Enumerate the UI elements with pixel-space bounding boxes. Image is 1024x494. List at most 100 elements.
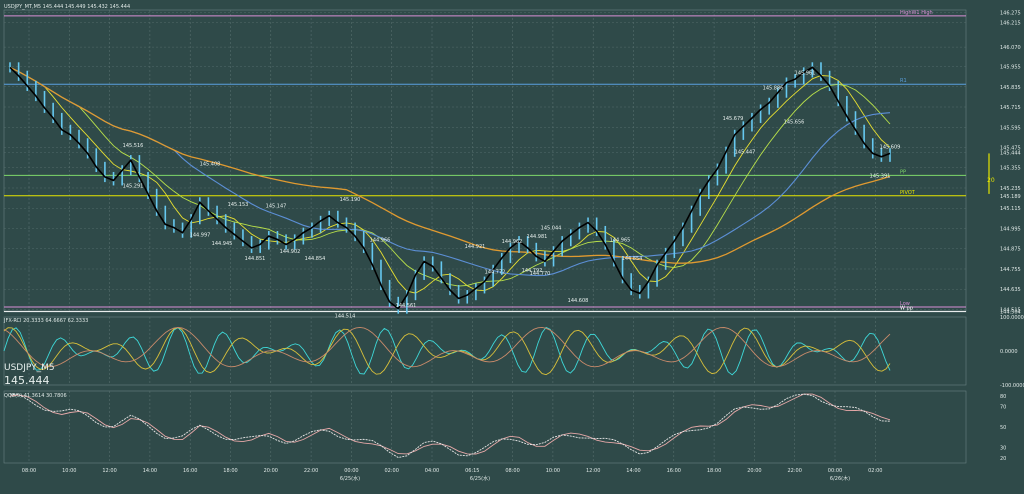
qqe-axis-tick: 70 [1000,404,1006,410]
time-axis-tick: 02:00 [868,468,882,474]
price-annotation: 145.190 [340,197,361,203]
time-axis-tick: 20:00 [747,468,761,474]
price-level-label: W pp [900,305,913,311]
price-axis-tick: 145.835 [1000,85,1021,91]
time-axis-tick: 12:00 [586,468,600,474]
price-annotation: 144.608 [568,298,589,304]
price-axis-tick: 144.875 [1000,247,1021,253]
price-level-label: R1 [900,78,907,84]
time-axis-tick: 16:00 [183,468,197,474]
price-annotation: 144.981 [527,234,548,240]
time-axis-tick: 08:00 [22,468,36,474]
price-axis-tick: 146.215 [1000,21,1021,27]
time-axis-tick: 22:00 [304,468,318,474]
price-annotation: 145.044 [541,226,562,232]
price-axis-tick: 144.995 [1000,226,1021,232]
price-close-line [9,66,891,310]
price-axis-tick: 144.504 [1000,309,1021,315]
qqe-axis-tick: 30 [1000,446,1006,452]
rci-axis-tick: -100.0000 [1000,383,1024,389]
price-axis-tick: 145.355 [1000,166,1021,172]
price-annotation: 144.851 [245,256,266,262]
price-level-label: PIVOT [900,190,916,196]
price-axis-tick: 145.715 [1000,105,1021,111]
price-annotation: 144.854 [305,256,326,262]
price-annotation: 144.965 [610,237,631,243]
time-axis-tick: 10:00 [546,468,560,474]
main-chart-header: USDJPY_MT,M5 145.444 145.449 145.432 145… [4,4,130,10]
price-annotation: 145.961 [795,70,816,76]
price-annotation: 144.902 [280,249,301,255]
price-axis-tick: 144.755 [1000,267,1021,273]
time-axis-tick: 04:00 [425,468,439,474]
price-annotation: 144.921 [465,244,486,250]
time-axis-tick: 14:00 [626,468,640,474]
rci-line [3,326,891,376]
price-level-label: Low [900,301,910,307]
price-annotation: 144.945 [212,241,233,247]
qqe-axis-tick: 50 [1000,425,1006,431]
price-annotation: 144.962 [502,239,523,245]
rci-panel: 100.0000 0.0000 -100.0000 [3,315,1024,389]
time-axis-tick: 12:00 [102,468,116,474]
time-axis-tick: 00:00 [344,468,358,474]
price-axis-layer: 146.275 146.215 146.070 145.955 145.835 145.7… [988,11,1021,315]
qqe-header: QQE(5) 41.3614 30.7806 [4,393,67,399]
date-axis-label: 6/26(木) [830,475,850,482]
price-annotation: 145.447 [735,150,756,156]
price-annotation: 145.153 [228,202,249,208]
price-annotation: 144.792 [522,268,543,274]
price-annotation: 144.854 [622,256,643,262]
price-axis-tick: 145.595 [1000,125,1021,131]
price-annotation: 144.561 [396,303,417,309]
price-annotation: 145.391 [870,173,891,179]
price-annotation: 145.516 [123,143,144,149]
time-axis-tick: 10:00 [62,468,76,474]
time-axis-tick: 14:00 [143,468,157,474]
date-axis-label: 6/25(水) [340,475,360,482]
qqe-axis-tick: 80 [1000,394,1006,400]
price-annotation: 145.656 [784,119,805,125]
price-annotation: 144.997 [190,232,211,238]
price-annotation: 144.770 [530,271,551,277]
price-annotation: 145.886 [763,86,784,92]
level-labels-layer: 145.516 145.291 145.408 145.153 145.147 145.1… [123,70,901,319]
price-axis-tick: 145.235 [1000,186,1021,192]
price-axis-tick: 145.955 [1000,65,1021,71]
price-annotation: 144.772 [485,269,506,275]
last-price-label: 145.444 [4,374,50,387]
qqe-panel-frame [3,390,967,464]
price-axis-tick: 145.115 [1000,206,1021,212]
price-axis-tick: 144.635 [1000,287,1021,293]
time-axis-layer: 08:00 10:00 12:00 14:00 16:00 18:00 20:00 22:00… [22,468,883,482]
price-annotation: 145.291 [123,183,144,189]
time-axis-tick: 18:00 [707,468,721,474]
rr-label: 20 [987,177,995,184]
time-axis-tick: 06:15 [465,468,479,474]
time-axis-tick: 02:00 [384,468,398,474]
date-axis-label: 6/25(水) [470,475,490,482]
symbol-label: USDJPY_M5 [4,363,55,373]
price-axis-tick: 145.189 [1000,194,1021,200]
time-axis-tick: 22:00 [787,468,801,474]
moving-average-line [9,66,891,264]
price-annotation: 144.514 [335,313,356,319]
price-axis-tick: 146.070 [1000,45,1021,51]
price-axis-tick: 145.475 [1000,146,1021,152]
rci-axis-tick: 0.0000 [1000,349,1018,355]
time-axis-tick: 20:00 [264,468,278,474]
time-axis-tick: 16:00 [667,468,681,474]
price-annotation: 144.966 [370,237,391,243]
price-axis-tick: 146.275 [1000,11,1021,17]
time-axis-tick: 00:00 [828,468,842,474]
time-axis-tick: 08:00 [505,468,519,474]
rci-axis-tick: 100.0000 [1000,315,1024,321]
rci-line [3,326,891,368]
qqe-axis-tick: 20 [1000,456,1006,462]
price-annotation: 145.609 [880,145,901,151]
rci-header: JFX-RCI 20.3333 64.6667 62.3333 [3,318,88,324]
price-axis-tick: 145.444 [1000,151,1021,157]
